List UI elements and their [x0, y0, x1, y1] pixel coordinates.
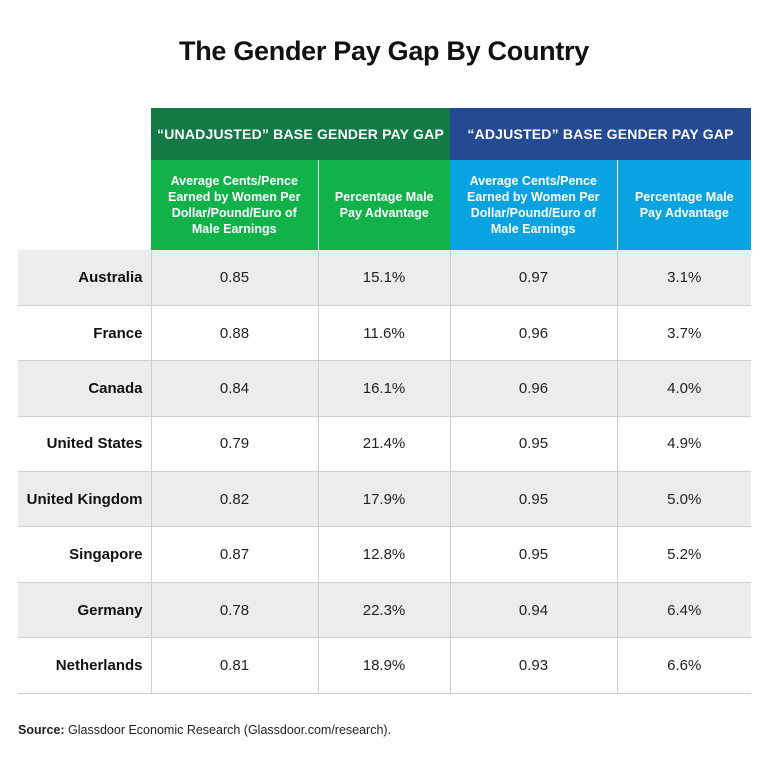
source-note: Source: Glassdoor Economic Research (Gla… [18, 723, 391, 737]
unadjusted-cents-cell: 0.85 [150, 250, 318, 306]
adjusted-pct-cell: 6.6% [616, 637, 752, 694]
table-row: Netherlands 0.81 18.9% 0.93 6.6% [18, 637, 752, 694]
adjusted-pct-cell: 5.2% [616, 526, 752, 583]
table-row: Canada 0.84 16.1% 0.96 4.0% [18, 360, 752, 417]
unadjusted-cents-cell: 0.78 [150, 582, 318, 639]
pay-gap-table: “UNADJUSTED” BASE GENDER PAY GAP “ADJUST… [18, 108, 752, 694]
chart-title: The Gender Pay Gap By Country [179, 36, 589, 66]
adjusted-pct-cell: 4.9% [616, 416, 752, 473]
source-text: Glassdoor Economic Research (Glassdoor.c… [64, 723, 392, 737]
adjusted-cents-cell: 0.93 [449, 637, 618, 694]
table-row: United States 0.79 21.4% 0.95 4.9% [18, 416, 752, 473]
adjusted-pct-cell: 4.0% [616, 360, 752, 417]
unadjusted-pct-cell: 22.3% [317, 582, 451, 639]
adjusted-cents-cell: 0.95 [449, 471, 618, 528]
adjusted-cents-cell: 0.95 [449, 416, 618, 473]
unadjusted-pct-cell: 15.1% [317, 250, 451, 306]
adjusted-cents-cell: 0.96 [449, 305, 618, 362]
adjusted-pct-cell: 6.4% [616, 582, 752, 639]
table-row: France 0.88 11.6% 0.96 3.7% [18, 305, 752, 362]
adjusted-pct-cell: 3.1% [616, 250, 752, 306]
unadjusted-cents-cell: 0.79 [150, 416, 318, 473]
country-cell: United States [18, 416, 151, 473]
adjusted-cents-cell: 0.97 [449, 250, 618, 306]
column-header-adjusted-pct: Percentage Male Pay Advantage [616, 160, 752, 250]
unadjusted-pct-cell: 16.1% [317, 360, 451, 417]
country-cell: Germany [18, 582, 151, 639]
adjusted-cents-cell: 0.95 [449, 526, 618, 583]
corner-cell [18, 108, 151, 160]
column-header-unadjusted-cents: Average Cents/Pence Earned by Women Per … [151, 160, 318, 250]
unadjusted-group-header: “UNADJUSTED” BASE GENDER PAY GAP [151, 108, 451, 160]
unadjusted-cents-cell: 0.81 [150, 637, 318, 694]
country-cell: Singapore [18, 526, 151, 583]
unadjusted-cents-cell: 0.88 [150, 305, 318, 362]
table-row: Australia 0.85 15.1% 0.97 3.1% [18, 250, 752, 306]
unadjusted-cents-cell: 0.82 [150, 471, 318, 528]
table-row: United Kingdom 0.82 17.9% 0.95 5.0% [18, 471, 752, 528]
table-row: Germany 0.78 22.3% 0.94 6.4% [18, 582, 752, 639]
column-header-adjusted-cents: Average Cents/Pence Earned by Women Per … [450, 160, 618, 250]
adjusted-pct-cell: 5.0% [616, 471, 752, 528]
unadjusted-pct-cell: 11.6% [317, 305, 451, 362]
unadjusted-pct-cell: 21.4% [317, 416, 451, 473]
unadjusted-pct-cell: 12.8% [317, 526, 451, 583]
country-cell: France [18, 305, 151, 362]
country-cell: Canada [18, 360, 151, 417]
unadjusted-pct-cell: 18.9% [317, 637, 451, 694]
source-label: Source: [18, 723, 65, 737]
corner-cell [18, 160, 151, 250]
unadjusted-cents-cell: 0.84 [150, 360, 318, 417]
country-cell: Netherlands [18, 637, 151, 694]
adjusted-group-header: “ADJUSTED” BASE GENDER PAY GAP [450, 108, 752, 160]
country-cell: United Kingdom [18, 471, 151, 528]
adjusted-cents-cell: 0.94 [449, 582, 618, 639]
table-row: Singapore 0.87 12.8% 0.95 5.2% [18, 526, 752, 583]
country-cell: Australia [18, 250, 151, 306]
adjusted-pct-cell: 3.7% [616, 305, 752, 362]
unadjusted-cents-cell: 0.87 [150, 526, 318, 583]
unadjusted-pct-cell: 17.9% [317, 471, 451, 528]
column-header-unadjusted-pct: Percentage Male Pay Advantage [317, 160, 451, 250]
adjusted-cents-cell: 0.96 [449, 360, 618, 417]
